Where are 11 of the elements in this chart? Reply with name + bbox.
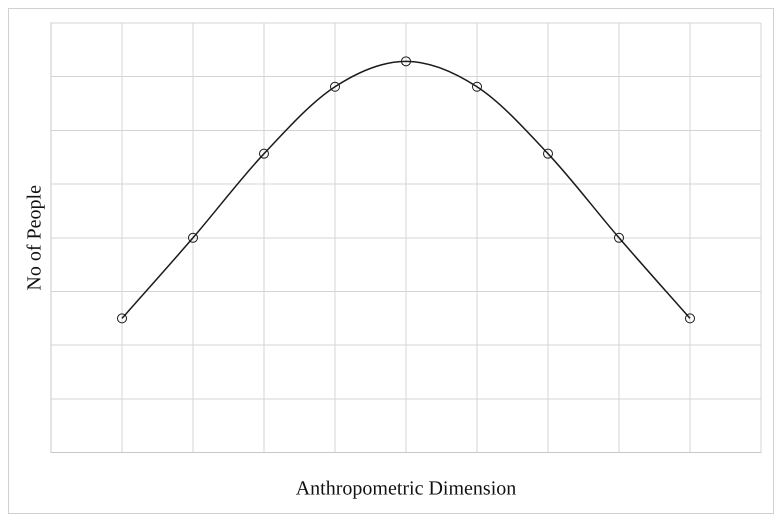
point [614, 232, 624, 243]
point [472, 82, 482, 92]
point [117, 313, 127, 324]
point [543, 148, 553, 159]
point [685, 313, 695, 324]
point [401, 56, 411, 66]
y-axis-title: No of People [23, 184, 46, 291]
point [259, 148, 269, 159]
x-axis-title: Anthropometric Dimension [296, 477, 516, 500]
point [188, 232, 198, 243]
point [330, 82, 340, 92]
